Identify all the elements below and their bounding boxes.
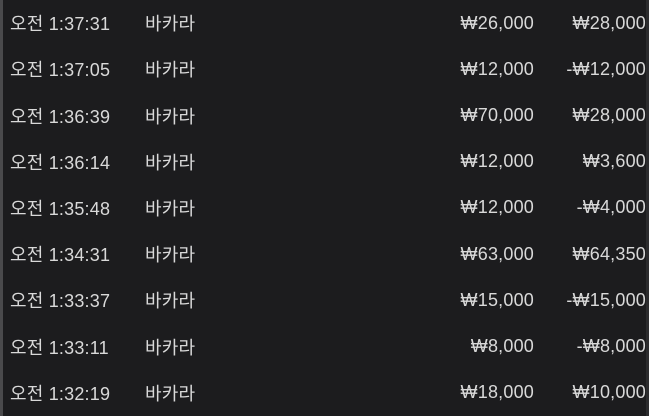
result-amount: -₩12,000	[566, 58, 646, 79]
bet-amount: ₩15,000	[460, 289, 534, 310]
bet-amount: ₩63,000	[460, 243, 534, 264]
transaction-time: 오전 1:33:37	[10, 291, 111, 312]
transaction-row[interactable]: 오전 1:35:48 바카라 ₩12,000 -₩4,000	[0, 185, 649, 231]
transaction-row[interactable]: 오전 1:32:19 바카라 ₩18,000 ₩10,000	[0, 370, 649, 416]
result-amount: ₩3,600	[582, 151, 646, 172]
game-name: 바카라	[145, 152, 196, 173]
game-name: 바카라	[145, 198, 196, 219]
bet-amount: ₩18,000	[460, 382, 534, 403]
result-amount: ₩10,000	[572, 382, 646, 403]
bet-amount: ₩26,000	[460, 12, 534, 33]
game-name: 바카라	[145, 337, 196, 358]
transaction-row[interactable]: 오전 1:33:37 바카라 ₩15,000 -₩15,000	[0, 277, 649, 323]
game-name: 바카라	[145, 14, 196, 35]
transaction-row[interactable]: 오전 1:36:14 바카라 ₩12,000 ₩3,600	[0, 139, 649, 185]
transaction-row[interactable]: 오전 1:36:39 바카라 ₩70,000 ₩28,000	[0, 92, 649, 138]
bet-amount: ₩12,000	[460, 58, 534, 79]
game-name: 바카라	[145, 383, 196, 404]
right-edge-strip	[646, 0, 649, 416]
transaction-time: 오전 1:34:31	[10, 245, 111, 266]
game-name: 바카라	[145, 245, 196, 266]
transaction-time: 오전 1:35:48	[10, 198, 111, 219]
transaction-time: 오전 1:37:05	[10, 60, 111, 81]
transaction-row[interactable]: 오전 1:34:31 바카라 ₩63,000 ₩64,350	[0, 231, 649, 277]
bet-amount: ₩12,000	[460, 197, 534, 218]
result-amount: ₩28,000	[572, 105, 646, 126]
transaction-time: 오전 1:37:31	[10, 14, 111, 35]
result-amount: -₩4,000	[576, 197, 646, 218]
result-amount: -₩15,000	[566, 289, 646, 310]
game-name: 바카라	[145, 106, 196, 127]
transaction-time: 오전 1:32:19	[10, 383, 111, 404]
game-name: 바카라	[145, 291, 196, 312]
transaction-row[interactable]: 오전 1:37:31 바카라 ₩26,000 ₩28,000	[0, 0, 649, 46]
transaction-row[interactable]: 오전 1:33:11 바카라 ₩8,000 -₩8,000	[0, 324, 649, 370]
result-amount: -₩8,000	[576, 336, 646, 357]
bet-amount: ₩70,000	[460, 105, 534, 126]
left-edge-strip	[0, 0, 3, 416]
bet-amount: ₩8,000	[470, 336, 534, 357]
result-amount: ₩64,350	[572, 243, 646, 264]
transaction-row[interactable]: 오전 1:37:05 바카라 ₩12,000 -₩12,000	[0, 46, 649, 92]
transaction-time: 오전 1:36:39	[10, 106, 111, 127]
transaction-time: 오전 1:33:11	[10, 337, 109, 358]
result-amount: ₩28,000	[572, 12, 646, 33]
game-name: 바카라	[145, 60, 196, 81]
bet-amount: ₩12,000	[460, 151, 534, 172]
transaction-time: 오전 1:36:14	[10, 152, 111, 173]
